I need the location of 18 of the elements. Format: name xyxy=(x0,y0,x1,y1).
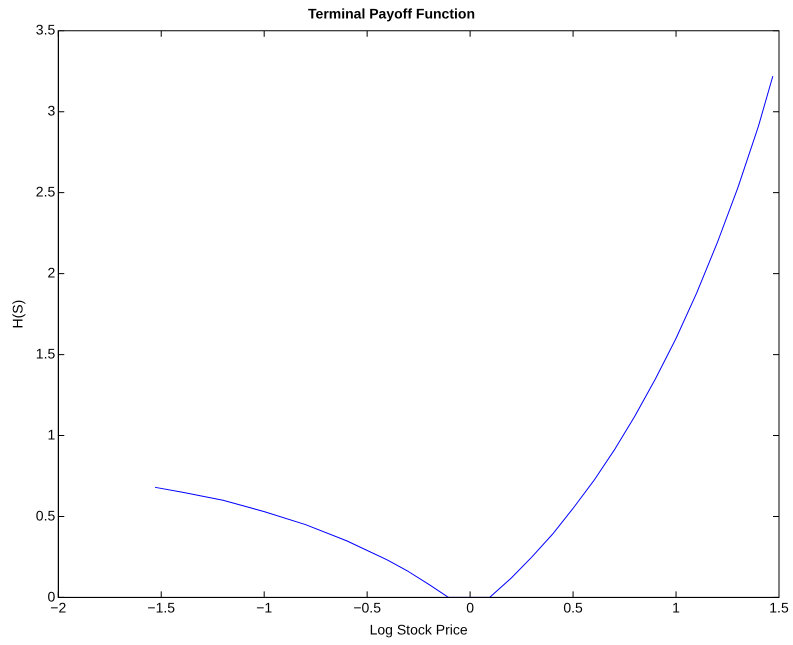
x-axis-title: Log Stock Price xyxy=(370,621,468,638)
x-tick-label: −1 xyxy=(256,600,272,616)
y-tick-label: 3 xyxy=(47,102,56,119)
x-tick-label: 1 xyxy=(672,600,680,616)
y-tick-label: 1 xyxy=(47,426,56,442)
y-tick-label: 0 xyxy=(47,588,56,604)
x-tick-label: 0.5 xyxy=(563,600,584,616)
x-tick-label: 1.5 xyxy=(769,600,789,616)
y-tick-label: 1.5 xyxy=(36,345,56,362)
y-tick-label: 3.5 xyxy=(36,22,56,38)
y-axis-title: H(S) xyxy=(9,300,26,328)
x-tick-label: 0 xyxy=(466,600,474,616)
y-tick-label: 2 xyxy=(47,264,56,280)
y-tick-label: 0.5 xyxy=(36,507,56,524)
x-tick-label: −1.5 xyxy=(147,600,176,616)
chart-title: Terminal Payoff Function xyxy=(308,5,475,22)
x-tick-label: −0.5 xyxy=(353,600,382,616)
y-tick-label: 2.5 xyxy=(36,184,56,200)
